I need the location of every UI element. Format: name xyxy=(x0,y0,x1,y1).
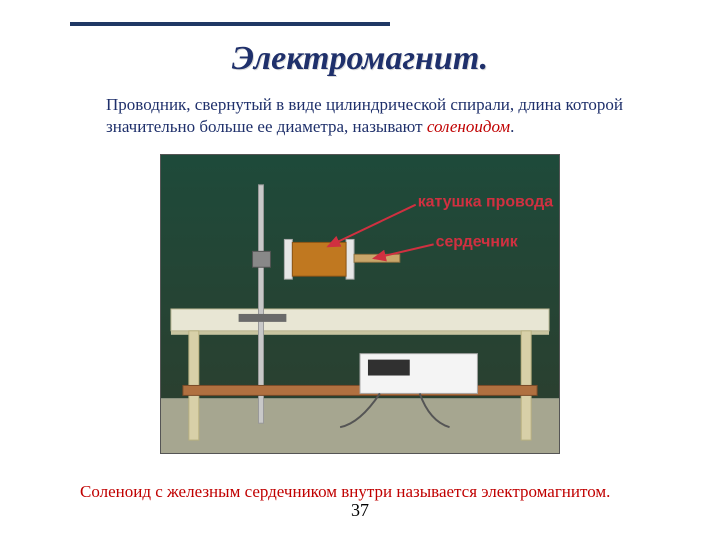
stand-base xyxy=(239,314,287,322)
background-floor xyxy=(161,398,559,453)
footer-note: Соленоид с железным сердечником внутри н… xyxy=(80,482,650,502)
intro-lead: Проводник, свернутый в виде цилиндрическ… xyxy=(106,95,623,136)
tabletop xyxy=(171,309,549,331)
wire-spool xyxy=(284,239,354,279)
instrument xyxy=(360,354,477,394)
intro-paragraph: Проводник, свернутый в виде цилиндрическ… xyxy=(106,94,636,138)
apparatus-photo: катушка провода сердечник xyxy=(160,154,560,454)
photo-svg: катушка провода сердечник xyxy=(161,155,559,453)
decorative-rule xyxy=(70,22,390,26)
page-title: Электромагнит. xyxy=(0,40,720,78)
label-core: сердечник xyxy=(436,233,518,250)
slide: Электромагнит. Проводник, свернутый в ви… xyxy=(0,0,720,540)
instrument-panel xyxy=(368,360,410,376)
photo-border: катушка провода сердечник xyxy=(160,154,560,454)
spool-winding xyxy=(292,242,346,276)
label-coil: катушка провода xyxy=(418,194,554,211)
intro-highlight: соленоидом xyxy=(427,117,510,136)
spool-end xyxy=(346,239,354,279)
spool-end xyxy=(284,239,292,279)
intro-tail: . xyxy=(510,117,514,136)
page-number: 37 xyxy=(0,500,720,521)
clamp xyxy=(253,251,271,267)
